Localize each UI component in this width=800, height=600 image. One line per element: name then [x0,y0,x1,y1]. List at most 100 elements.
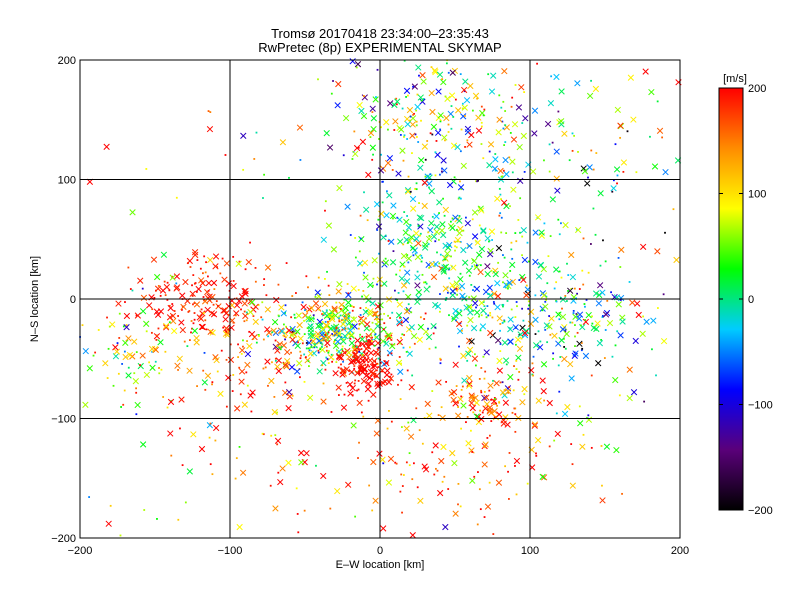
data-point-cross [531,130,538,137]
data-point-cross [569,482,576,489]
data-point-cross [102,360,109,367]
data-point-dot [355,346,358,348]
data-point-dot [250,410,253,413]
data-point-dot [227,313,230,316]
data-point-cross [613,166,621,173]
data-point-dot [487,314,490,317]
data-point-cross [632,337,639,345]
data-point-cross [320,236,327,243]
data-point-cross [353,144,361,152]
data-point-cross [438,227,446,234]
data-point-dot [511,171,514,174]
data-point-cross [212,263,219,270]
data-point-cross [324,339,331,347]
data-point-dot [342,319,345,322]
x-tick-label: 200 [671,545,689,557]
data-point-cross [252,303,259,310]
data-point-dot [602,239,604,242]
data-point-dot [412,254,415,257]
data-point-cross [473,263,480,271]
data-point-dot [133,372,136,375]
data-point-dot [508,386,511,389]
data-point-cross [332,370,339,377]
data-point-dot [527,300,530,303]
data-point-dot [290,351,292,354]
data-point-dot [349,234,352,236]
data-point-dot [440,170,443,173]
data-point-cross [146,302,153,309]
data-point-dot [274,359,277,362]
data-point-dot [214,439,217,442]
data-point-dot [358,350,361,353]
data-point-dot [448,277,451,280]
data-point-cross [288,364,296,371]
data-point-dot [475,180,477,183]
data-point-cross [315,337,323,345]
data-point-dot [387,314,389,317]
data-point-dot [445,297,448,299]
data-point-dot [400,426,403,428]
data-point-dot [237,343,239,346]
data-point-cross [449,69,456,76]
data-point-dot [421,442,424,445]
data-point-dot [255,131,258,134]
data-point-dot [510,308,513,311]
data-point-dot [356,389,358,392]
data-point-cross [673,256,680,264]
data-point-dot [457,482,460,485]
data-point-dot [521,307,524,310]
data-point-cross [617,332,624,339]
data-point-dot [573,351,576,354]
data-point-cross [432,68,439,76]
data-point-cross [586,164,593,171]
data-point-dot [403,265,405,268]
data-point-dot [559,356,562,358]
data-point-cross [173,273,181,280]
data-point-dot [245,319,248,322]
data-point-cross [345,291,352,299]
data-point-cross [126,351,134,359]
data-point-cross [176,355,183,362]
data-point-cross [640,243,647,251]
data-point-dot [403,211,406,213]
data-point-cross [479,323,487,330]
data-point-dot [420,260,423,263]
data-point-cross [265,329,273,336]
data-point-dot [388,410,390,412]
data-point-cross [495,129,502,136]
data-point-cross [595,360,602,367]
data-point-dot [375,96,377,98]
data-point-dot [461,107,464,110]
data-point-cross [454,143,461,151]
data-point-cross [249,389,256,396]
data-point-dot [129,288,132,290]
data-point-dot [425,282,428,285]
data-point-cross [347,327,354,334]
data-point-cross [398,126,405,133]
data-point-cross [466,303,473,311]
data-point-cross [531,107,539,114]
data-point-dot [439,120,442,123]
data-point-cross [553,175,560,182]
data-point-dot [487,73,490,76]
data-point-cross [468,392,475,399]
data-point-cross [414,253,422,261]
data-point-cross [564,403,571,411]
data-point-dot [453,176,456,179]
data-point-cross [630,389,638,396]
data-point-dot [564,330,567,333]
data-point-dot [482,301,485,303]
data-point-dot [405,461,408,464]
data-point-cross [322,322,330,329]
data-point-dot [333,340,336,343]
data-point-dot [543,159,545,162]
data-point-cross [421,202,428,210]
data-point-dot [284,338,286,341]
data-point-dot [427,327,429,330]
data-point-cross [268,377,275,385]
data-point-dot [365,310,368,312]
data-point-dot [306,341,309,344]
data-point-cross [341,332,349,340]
data-point-dot [614,143,617,146]
data-point-dot [532,374,534,377]
